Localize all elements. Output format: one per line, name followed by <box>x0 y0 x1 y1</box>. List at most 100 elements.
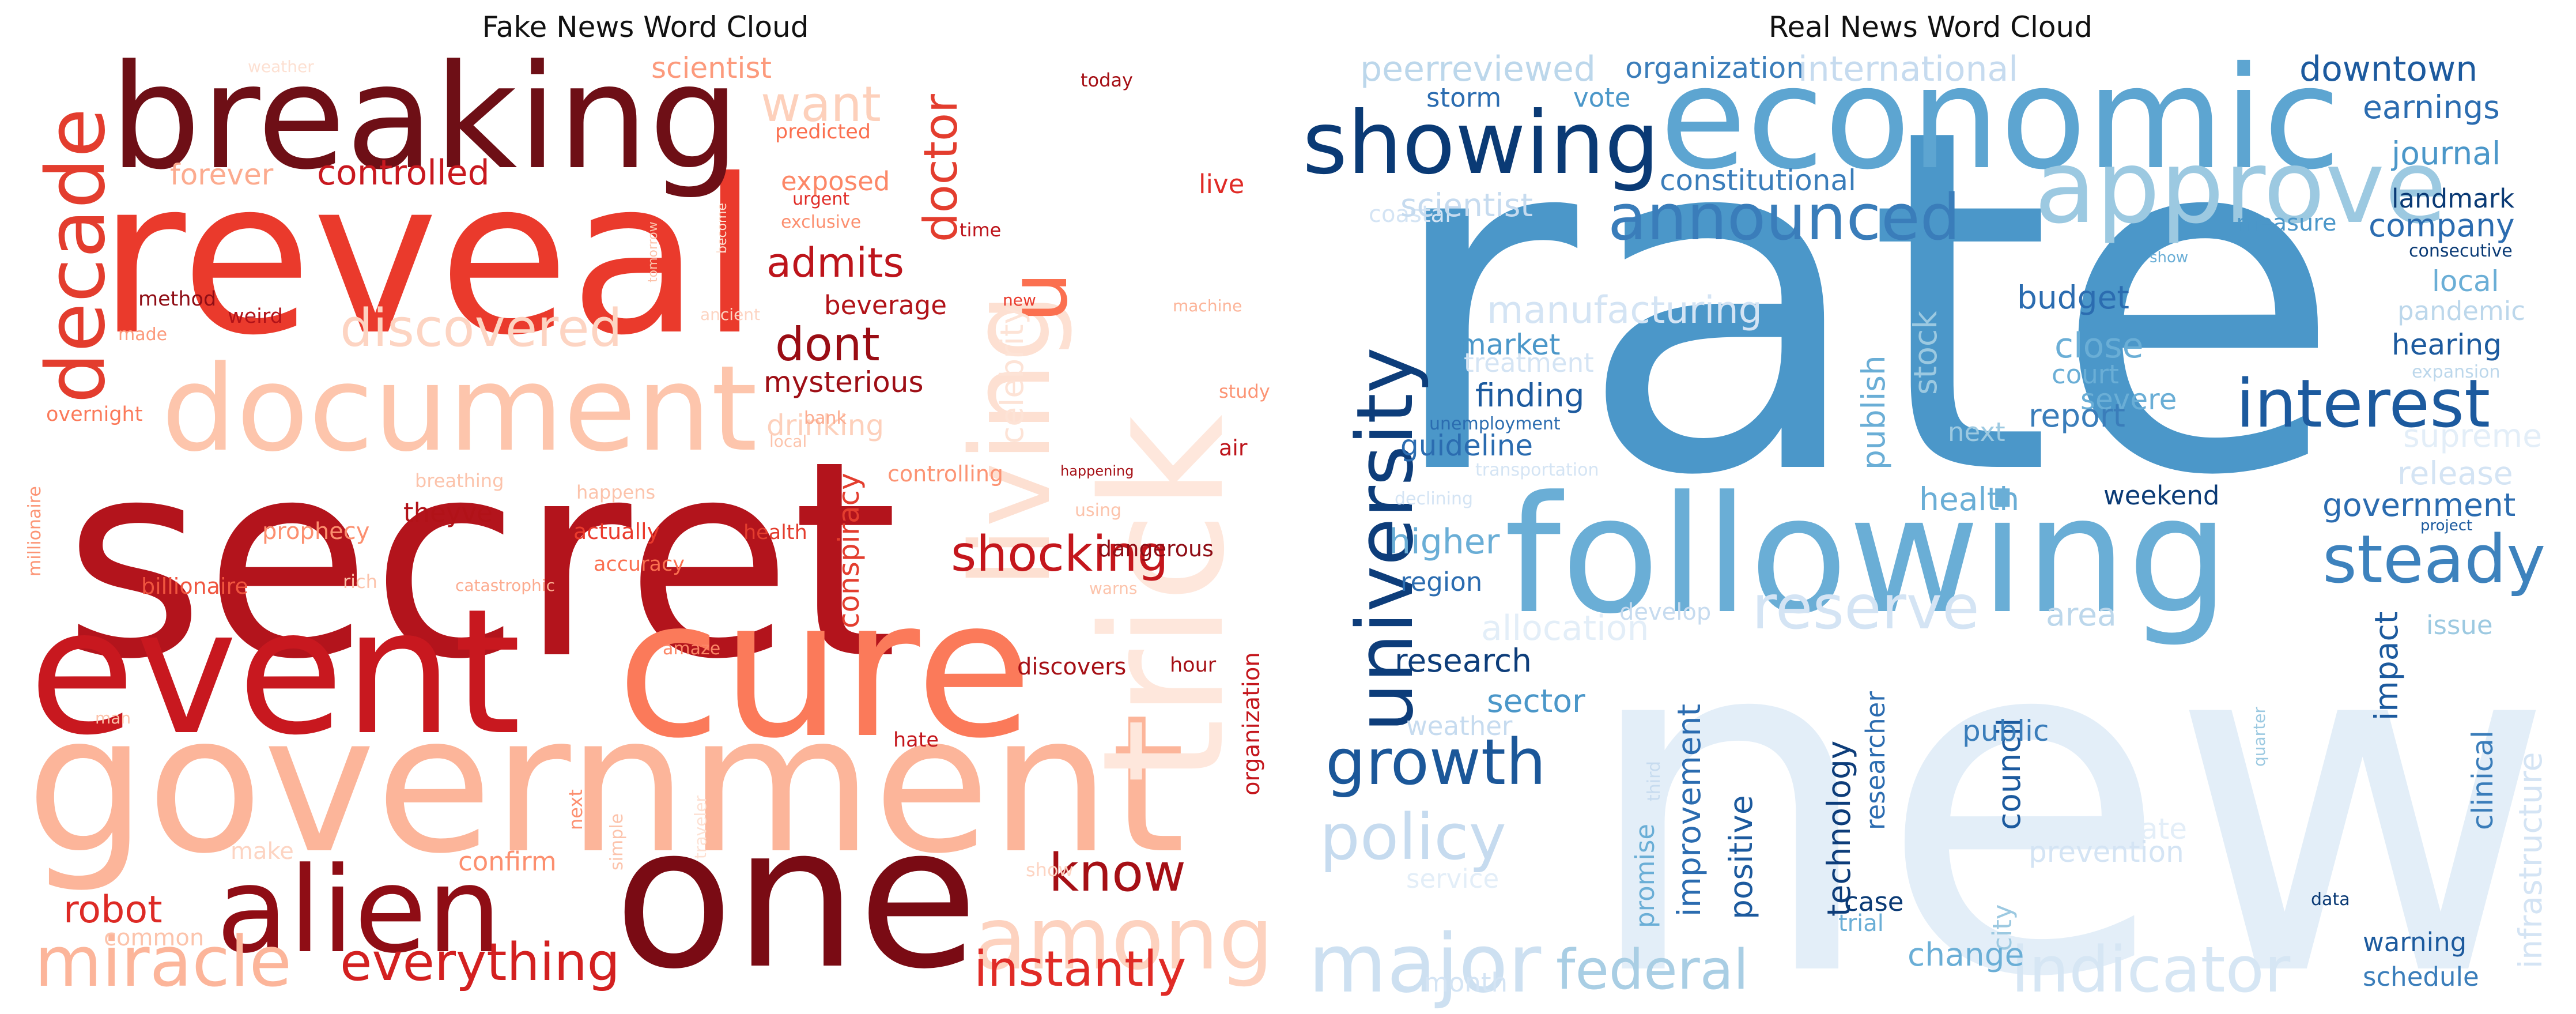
right-word-university: university <box>1340 347 1430 732</box>
right-word-stock: stock <box>1907 311 1944 395</box>
left-word-reveal: reveal <box>98 134 760 382</box>
left-word-dangerous: dangerous <box>1098 536 1214 561</box>
right-word-federal: federal <box>1556 938 1748 1002</box>
right-word-scientist: scientist <box>1400 187 1533 224</box>
right-word-coastal: coastal <box>1369 201 1451 228</box>
right-word-allocation: allocation <box>1481 608 1649 649</box>
left-word-next: next <box>565 789 587 830</box>
right-word-following: following <box>1504 462 2230 650</box>
right-word-peerreviewed: peerreviewed <box>1360 49 1596 89</box>
left-word-health: health <box>743 521 807 544</box>
right-word-area: area <box>2046 596 2117 633</box>
left-word-cure: cure <box>617 559 1033 780</box>
left-word-using: using <box>1075 500 1121 521</box>
right-word-release: release <box>2397 455 2513 492</box>
right-word-international: international <box>1798 49 2018 89</box>
right-word-research: research <box>1395 642 1532 679</box>
left-word-miracle: miracle <box>35 922 292 1002</box>
left-word-theyve: theyve <box>403 497 493 528</box>
right-word-project: project <box>2420 517 2472 534</box>
left-word-billionaire: billionaire <box>141 574 248 599</box>
right-word-vote: vote <box>1573 82 1631 113</box>
right-word-clinical: clinical <box>2466 730 2499 830</box>
left-word-controlling: controlling <box>887 461 1003 487</box>
left-word-government: government <box>26 674 1185 895</box>
right-word-expansion: expansion <box>2412 362 2500 382</box>
right-word-treatment: treatment <box>1464 348 1594 378</box>
right-word-reserve: reserve <box>1752 572 1980 643</box>
left-word-new: new <box>1003 291 1036 310</box>
right-word-public: public <box>1962 714 2049 748</box>
left-word-overnight: overnight <box>46 403 142 426</box>
right-word-manufacturing: manufacturing <box>1487 289 1762 332</box>
right-word-issue: issue <box>2426 610 2493 640</box>
right-word-health: health <box>1919 481 2019 518</box>
right-word-earnings: earnings <box>2363 89 2500 126</box>
left-word-event: event <box>29 572 521 773</box>
left-word-common: common <box>104 925 204 951</box>
right-word-next: next <box>1948 417 2005 447</box>
left-word-drinking: drinking <box>766 409 884 442</box>
right-word-landmark: landmark <box>2392 183 2514 214</box>
left-word-prophecy: prophecy <box>262 518 369 545</box>
left-word-amaze: amaze <box>663 639 720 659</box>
right-word-show: show <box>2150 249 2188 266</box>
right-word-climate: climate <box>2080 812 2187 846</box>
left-word-weird: weird <box>228 305 283 328</box>
right-word-technology: technology <box>1820 741 1857 917</box>
left-word-doctor: doctor <box>914 94 968 242</box>
left-word-discovers: discovers <box>1017 654 1126 680</box>
right-word-close: close <box>2054 326 2144 366</box>
left-word-method: method <box>138 288 216 311</box>
right-word-journal: journal <box>2391 135 2501 172</box>
left-word-catastrophic: catastrophic <box>455 576 555 595</box>
left-word-scientist: scientist <box>651 51 772 85</box>
right-word-policy: policy <box>1320 800 1506 874</box>
left-word-show: show <box>1026 859 1074 881</box>
right-word-month: month <box>1423 967 1508 998</box>
right-word-quarter: quarter <box>2250 707 2269 767</box>
right-word-hearing: hearing <box>2392 328 2502 361</box>
right-word-impact: impact <box>2368 612 2405 721</box>
right-word-local: local <box>2432 265 2499 298</box>
left-word-man: man <box>95 708 131 727</box>
left-word-shocking: shocking <box>951 526 1169 583</box>
left-word-weather: weather <box>248 57 314 76</box>
right-word-unemployment: unemployment <box>1429 414 1561 434</box>
left-word-organization: organization <box>1238 652 1265 796</box>
right-word-case: case <box>1844 887 1903 917</box>
right-word-third: third <box>1644 761 1664 801</box>
left-word-dont: dont <box>775 318 880 371</box>
left-word-robot: robot <box>63 888 163 932</box>
left-word-instantly: instantly <box>974 941 1186 998</box>
left-word-want: want <box>761 76 881 133</box>
left-word-local: local <box>769 432 807 451</box>
right-word-council: council <box>1990 718 2027 830</box>
right-word-indicator: indicator <box>2011 933 2291 1007</box>
right-word-sector: sector <box>1487 683 1585 719</box>
left-word-time: time <box>960 219 1001 241</box>
left-word-living: living <box>947 293 1075 588</box>
left-word-celebrity: celebrity <box>994 306 1030 444</box>
left-word-one: one <box>614 784 979 1012</box>
left-word-simple: simple <box>607 813 627 870</box>
right-word-interest: interest <box>2236 365 2490 443</box>
left-word-breaking: breaking <box>109 33 740 201</box>
left-word-alien: alien <box>216 842 502 979</box>
right-word-change: change <box>1908 936 2024 973</box>
left-word-predicted: predicted <box>775 120 871 144</box>
left-word-admits: admits <box>766 239 904 287</box>
left-word-know: know <box>1049 843 1186 903</box>
left-word-rich: rich <box>343 571 377 593</box>
right-word-transportation: transportation <box>1475 460 1599 480</box>
left-word-today: today <box>1081 69 1133 91</box>
right-word-measure: measure <box>2236 210 2336 236</box>
left-word-mysterious: mysterious <box>764 365 924 399</box>
right-word-steady: steady <box>2322 521 2545 598</box>
left-word-bank: bank <box>804 408 847 428</box>
right-word-weather: weather <box>1406 711 1513 741</box>
right-word-court: court <box>2052 359 2119 390</box>
left-word-warns: warns <box>1089 579 1137 598</box>
left-word-live: live <box>1199 169 1244 199</box>
left-word-exposed: exposed <box>781 166 890 197</box>
